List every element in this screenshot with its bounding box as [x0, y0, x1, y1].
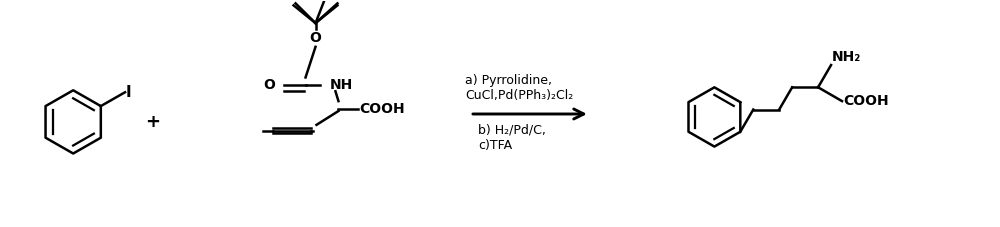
Text: COOH: COOH	[843, 94, 889, 108]
Text: I: I	[126, 85, 132, 100]
Text: O: O	[263, 78, 275, 92]
Text: NH: NH	[329, 78, 353, 92]
Text: NH₂: NH₂	[832, 50, 861, 64]
Text: +: +	[145, 113, 160, 131]
Text: b) H₂/Pd/C,
c)TFA: b) H₂/Pd/C, c)TFA	[478, 124, 546, 152]
Text: a) Pyrrolidine,
CuCl,Pd(PPh₃)₂Cl₂: a) Pyrrolidine, CuCl,Pd(PPh₃)₂Cl₂	[465, 74, 573, 102]
Text: O: O	[310, 31, 321, 45]
Text: COOH: COOH	[359, 102, 405, 116]
